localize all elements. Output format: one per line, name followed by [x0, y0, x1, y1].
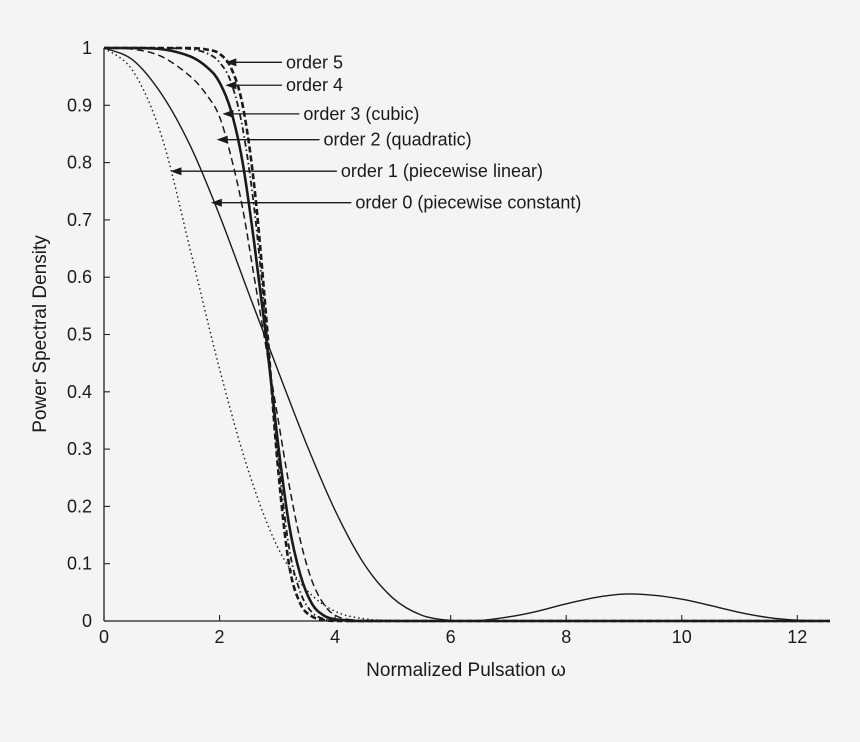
x-tick-label: 12 — [787, 627, 807, 647]
annotation-arrow-head — [170, 167, 182, 176]
y-tick-label: 0.6 — [67, 267, 92, 287]
y-tick-label: 0.3 — [67, 439, 92, 459]
annotation-label: order 4 — [286, 75, 343, 95]
series-line-5 — [103, 46, 830, 623]
x-axis-label: Normalized Pulsation ω — [366, 660, 566, 681]
annotation-label: order 1 (piecewise linear) — [341, 161, 543, 181]
x-tick-label: 10 — [672, 627, 692, 647]
annotation-label: order 5 — [286, 52, 343, 72]
x-tick-label: 4 — [330, 627, 340, 647]
x-tick-label: 6 — [446, 627, 456, 647]
y-tick-label: 1 — [82, 38, 92, 58]
y-tick-label: 0 — [82, 611, 92, 631]
annotation-arrow-head — [225, 81, 237, 90]
y-tick-label: 0.5 — [67, 325, 92, 345]
annotation-arrow-head — [225, 58, 237, 67]
y-tick-label: 0.2 — [67, 496, 92, 516]
y-tick-label: 0.1 — [67, 554, 92, 574]
annotation-arrow-head — [210, 198, 222, 207]
annotation-arrow-head — [222, 109, 234, 118]
x-tick-label: 0 — [99, 627, 109, 647]
annotation-label: order 3 (cubic) — [303, 104, 419, 124]
annotation-label: order 2 (quadratic) — [324, 130, 472, 150]
series-layer — [103, 46, 831, 623]
y-tick-label: 0.4 — [67, 382, 92, 402]
x-tick-label: 8 — [561, 627, 571, 647]
x-tick-label: 2 — [215, 627, 225, 647]
y-tick-label: 0.8 — [67, 153, 92, 173]
y-tick-label: 0.9 — [67, 95, 92, 115]
y-axis-label: Power Spectral Density — [30, 235, 51, 433]
annotation-layer: order 5 order 4 order 3 (cubic) order 2 (qu… — [170, 52, 581, 213]
plot-area: 0 2 4 6 8 10 12 0 0.1 0.2 0.3 0.4 0.5 0.6 0.7 0.8 0.9 1 — [67, 38, 830, 647]
annotation-label: order 0 (piecewise constant) — [355, 193, 581, 213]
y-tick-label: 0.7 — [67, 210, 92, 230]
annotation-arrow-head — [216, 135, 228, 144]
